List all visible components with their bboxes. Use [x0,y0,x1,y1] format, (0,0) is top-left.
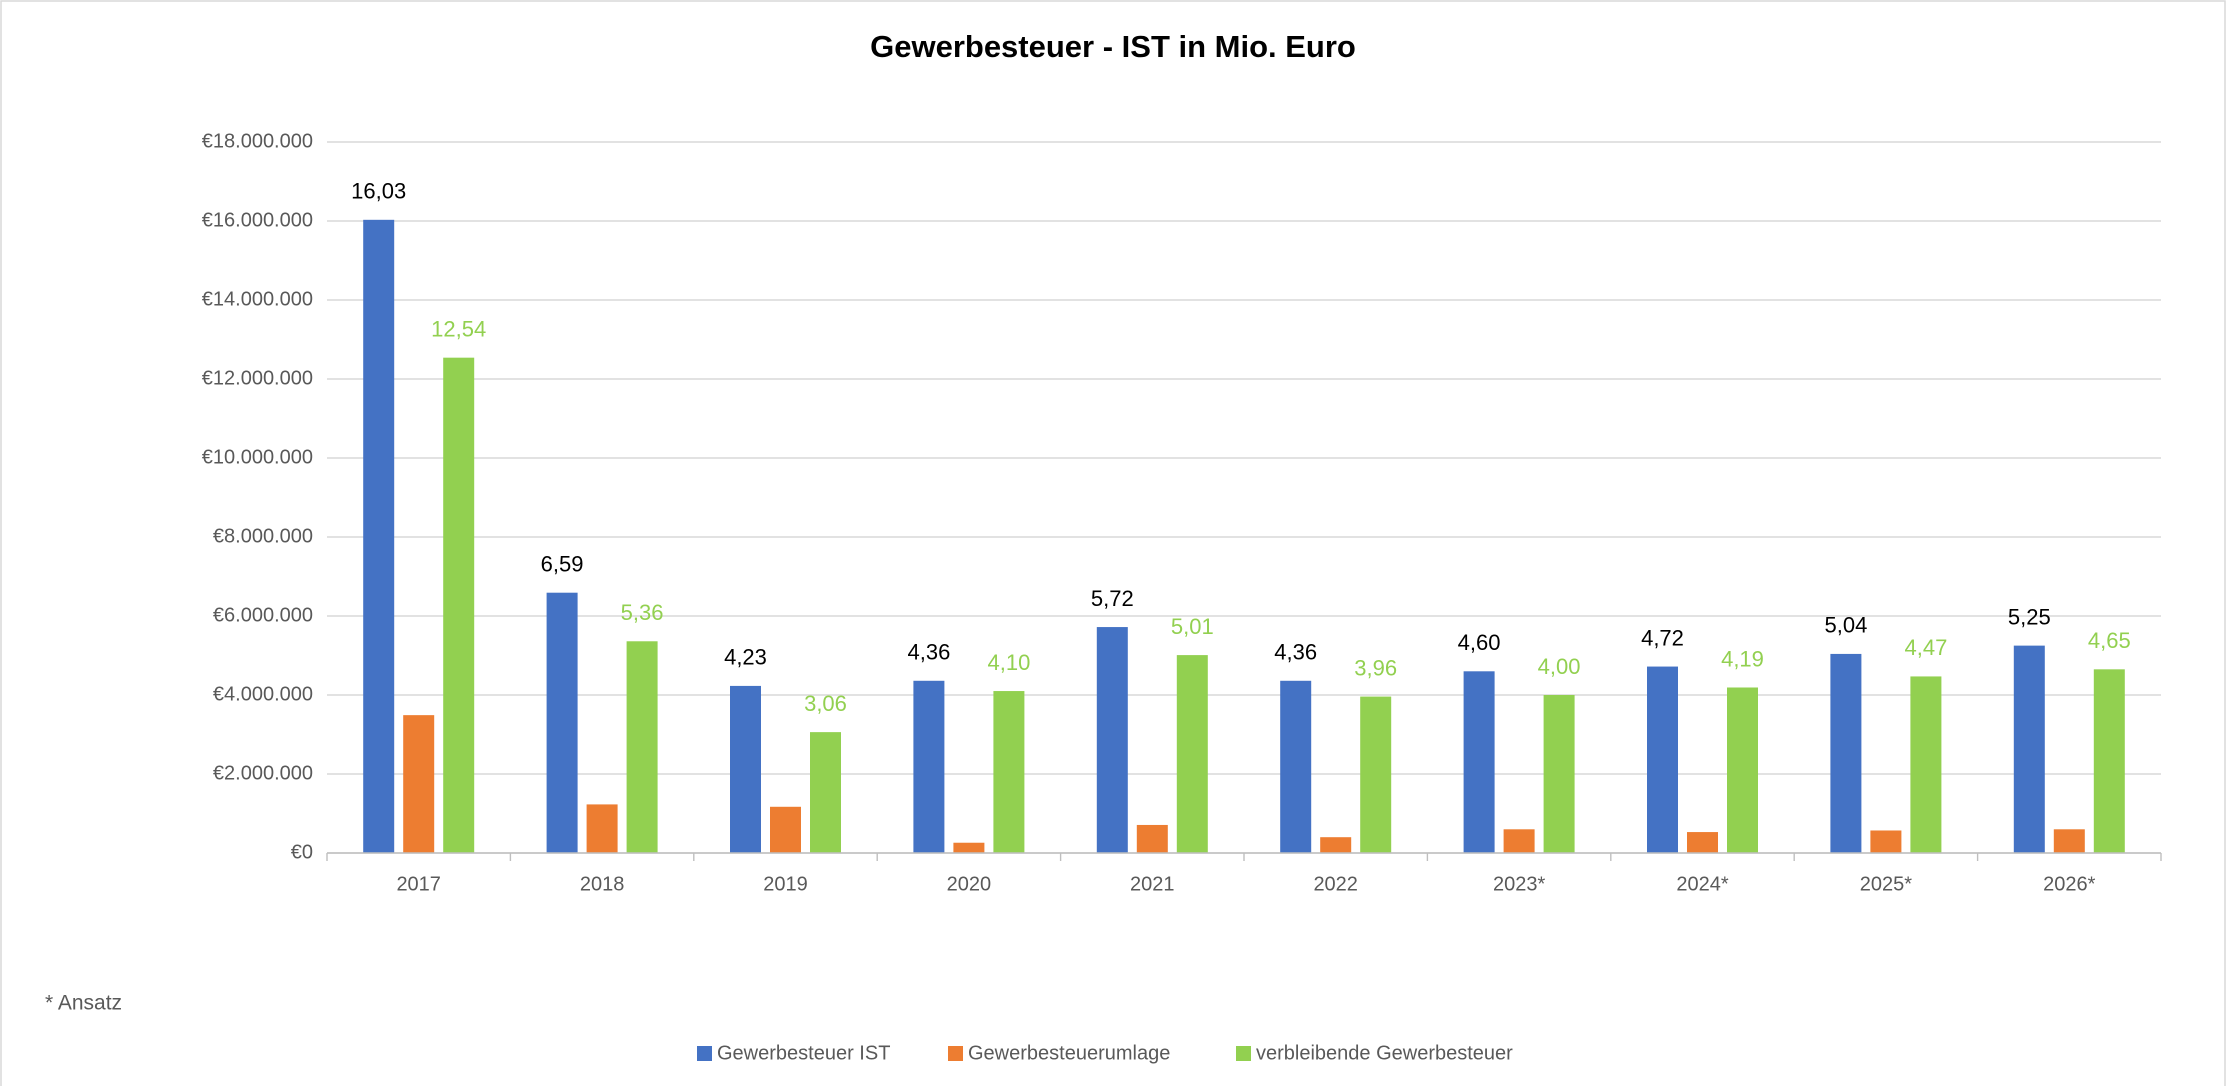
x-tick-label: 2026* [2043,873,2095,895]
y-tick-label: €12.000.000 [202,367,313,389]
bar [1687,832,1718,853]
legend-swatch [697,1046,712,1061]
bar [1543,695,1575,853]
bar [1096,627,1128,853]
bar [1503,829,1535,853]
data-label: 4,00 [1538,654,1581,679]
bar [2013,645,2045,853]
data-label: 5,04 [1824,613,1867,638]
bar [913,680,945,853]
legend-label: verbleibende Gewerbesteuer [1256,1042,1513,1064]
bar [770,806,801,853]
bar [1830,653,1862,853]
data-label: 6,59 [541,552,584,577]
data-label: 5,01 [1171,614,1214,639]
x-tick-label: 2024* [1676,873,1728,895]
bar [730,685,761,853]
y-tick-label: €14.000.000 [202,288,313,310]
bar [993,691,1025,853]
y-tick-label: €8.000.000 [213,525,313,547]
bar [546,592,578,853]
legend-label: Gewerbesteuer IST [717,1042,890,1064]
bar [1870,830,1902,853]
x-tick-label: 2020 [947,873,992,895]
bar [1176,655,1208,853]
bar [1280,680,1312,853]
bar [1320,837,1352,853]
y-tick-label: €18.000.000 [202,130,313,152]
bar [1136,824,1168,853]
bar [1360,696,1392,853]
data-label: 16,03 [351,179,406,204]
data-label: 4,10 [987,650,1030,675]
bar [1727,687,1758,853]
bar [810,732,841,853]
data-label: 4,36 [1274,640,1317,665]
bar [1910,676,1942,853]
x-tick-label: 2017 [396,873,441,895]
legend-label: Gewerbesteuerumlage [968,1042,1170,1064]
legend-swatch [948,1046,963,1061]
bar [2093,669,2125,853]
bar [586,804,618,853]
y-tick-label: €4.000.000 [213,683,313,705]
data-label: 5,25 [2008,604,2051,629]
data-label: 5,36 [621,600,664,625]
y-tick-label: €16.000.000 [202,209,313,231]
y-tick-label: €2.000.000 [213,762,313,784]
data-label: 4,72 [1641,625,1684,650]
x-tick-label: 2022 [1313,873,1358,895]
bar [953,842,985,853]
data-label: 4,36 [907,640,950,665]
data-label: 4,19 [1721,646,1764,671]
data-label: 4,65 [2088,628,2131,653]
bar [2053,829,2085,853]
bar [403,715,435,853]
x-tick-label: 2018 [580,873,625,895]
bar [1647,666,1678,853]
bar [363,219,395,853]
data-label: 3,06 [804,691,847,716]
data-label: 12,54 [431,316,486,341]
data-label: 4,47 [1904,635,1947,660]
bar [1463,671,1495,853]
annotation: * Ansatz [45,992,122,1015]
chart-title: Gewerbesteuer - IST in Mio. Euro [870,29,1356,64]
data-label: 3,96 [1354,655,1397,680]
x-tick-label: 2021 [1130,873,1175,895]
data-label: 5,72 [1091,586,1134,611]
bar [626,641,658,853]
y-tick-label: €0 [291,841,313,863]
x-tick-label: 2023* [1493,873,1545,895]
data-label: 4,60 [1458,630,1501,655]
data-label: 4,23 [724,645,767,670]
x-tick-label: 2019 [763,873,808,895]
legend-swatch [1236,1046,1251,1061]
y-tick-label: €10.000.000 [202,446,313,468]
y-tick-label: €6.000.000 [213,604,313,626]
bar [443,357,475,853]
x-tick-label: 2025* [1860,873,1912,895]
